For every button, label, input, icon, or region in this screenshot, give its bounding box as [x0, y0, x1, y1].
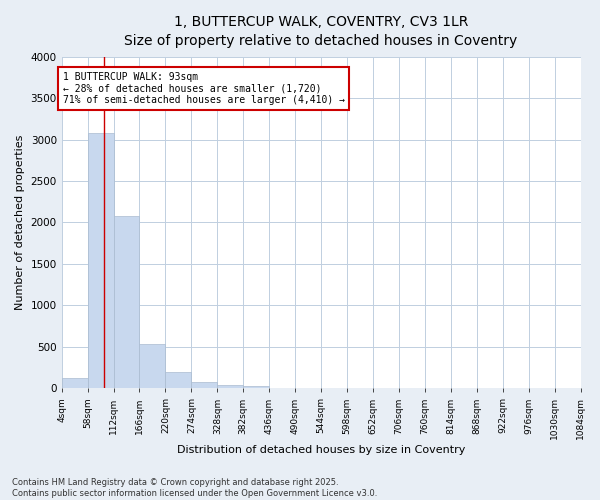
- X-axis label: Distribution of detached houses by size in Coventry: Distribution of detached houses by size …: [177, 445, 465, 455]
- Bar: [139, 344, 166, 388]
- Bar: [191, 382, 217, 388]
- Bar: [243, 386, 269, 388]
- Bar: [166, 372, 191, 388]
- Text: 1 BUTTERCUP WALK: 93sqm
← 28% of detached houses are smaller (1,720)
71% of semi: 1 BUTTERCUP WALK: 93sqm ← 28% of detache…: [62, 72, 344, 104]
- Y-axis label: Number of detached properties: Number of detached properties: [15, 135, 25, 310]
- Text: Contains HM Land Registry data © Crown copyright and database right 2025.
Contai: Contains HM Land Registry data © Crown c…: [12, 478, 377, 498]
- Bar: [88, 133, 113, 388]
- Title: 1, BUTTERCUP WALK, COVENTRY, CV3 1LR
Size of property relative to detached house: 1, BUTTERCUP WALK, COVENTRY, CV3 1LR Siz…: [124, 15, 518, 48]
- Bar: [217, 385, 243, 388]
- Bar: [62, 378, 88, 388]
- Bar: [113, 216, 139, 388]
